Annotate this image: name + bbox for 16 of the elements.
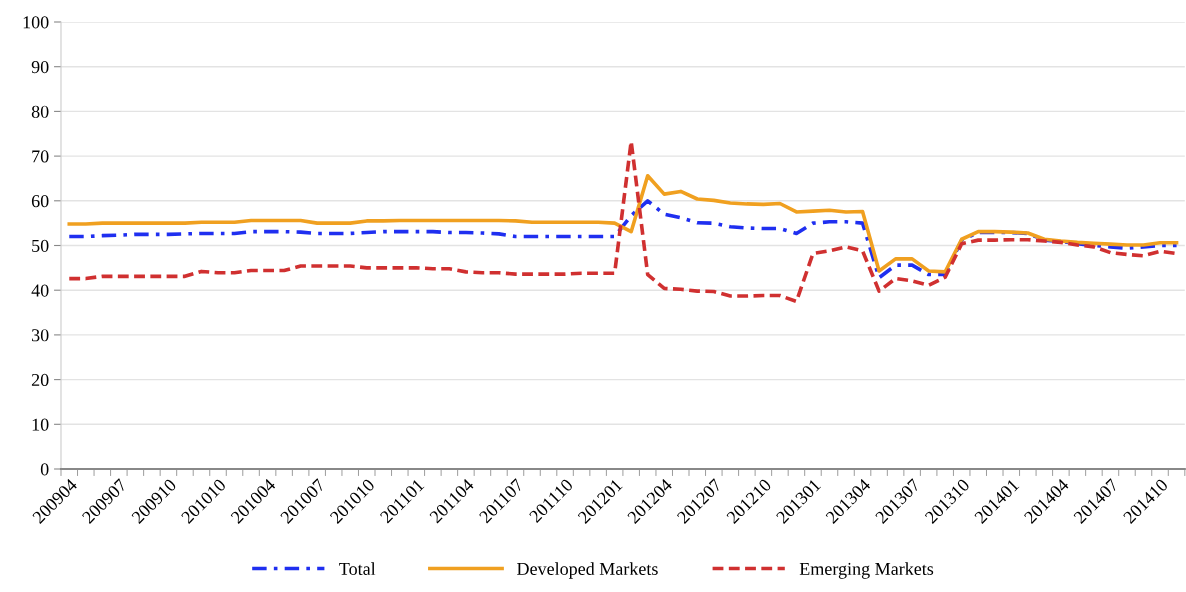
line-series xyxy=(67,173,1179,274)
line-series xyxy=(67,198,1179,280)
y-tick-label: 60 xyxy=(31,195,49,208)
y-tick-label: 0 xyxy=(40,463,49,476)
legend-label: Emerging Markets xyxy=(799,562,934,579)
y-tick-label: 80 xyxy=(31,105,49,118)
legend-label: Developed Markets xyxy=(517,562,658,579)
y-tick-label: 90 xyxy=(31,60,49,74)
y-tick-label: 50 xyxy=(32,239,49,252)
y-tick-label: 70 xyxy=(32,150,49,163)
y-tick-label: 100 xyxy=(23,16,49,29)
legend-label: Total xyxy=(339,562,376,575)
y-tick-label: 30 xyxy=(32,329,49,342)
y-tick-label: 10 xyxy=(32,418,49,431)
y-tick-label: 40 xyxy=(31,284,49,297)
y-tick-label: 20 xyxy=(31,373,49,387)
